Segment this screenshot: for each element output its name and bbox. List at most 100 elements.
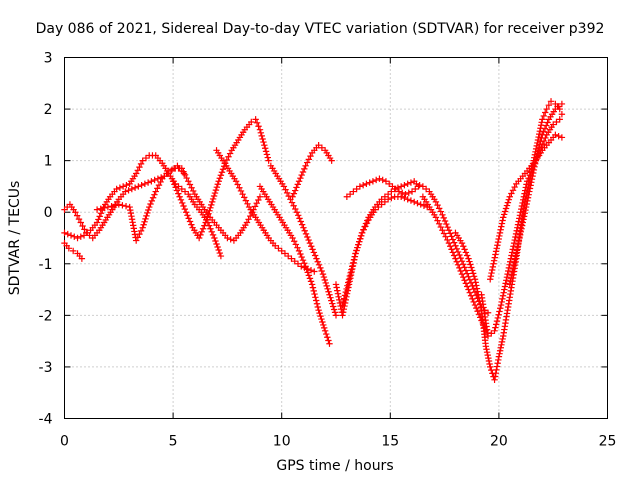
data-point-interp bbox=[469, 295, 476, 303]
data-point-interp bbox=[467, 292, 475, 299]
data-point-interp bbox=[172, 184, 179, 191]
data-point-interp bbox=[137, 227, 145, 235]
data-point-interp bbox=[522, 206, 529, 214]
data-point-interp bbox=[505, 267, 512, 275]
data-point-interp bbox=[505, 196, 513, 203]
data-point-interp bbox=[470, 273, 478, 280]
series-track-b bbox=[61, 162, 188, 242]
data-point-interp bbox=[535, 147, 542, 155]
data-point-interp bbox=[536, 130, 543, 138]
data-point-interp bbox=[212, 186, 220, 194]
series-track-g bbox=[256, 183, 333, 347]
data-point bbox=[313, 255, 320, 262]
data-point-interp bbox=[353, 185, 360, 193]
series-track-l bbox=[343, 175, 422, 200]
data-point-interp bbox=[304, 269, 311, 276]
data-point-interp bbox=[487, 272, 495, 280]
data-point-interp bbox=[171, 181, 178, 188]
data-point-interp bbox=[188, 184, 195, 191]
data-point-interp bbox=[151, 191, 158, 198]
data-point-interp bbox=[260, 138, 267, 146]
data-point bbox=[217, 252, 225, 260]
data-point-interp bbox=[401, 181, 408, 189]
data-point bbox=[332, 281, 340, 288]
data-point-interp bbox=[495, 356, 502, 364]
data-point bbox=[300, 224, 307, 231]
data-point bbox=[115, 201, 122, 208]
data-point-interp bbox=[343, 285, 350, 293]
data-point-interp bbox=[515, 237, 523, 245]
data-point-interp bbox=[523, 181, 530, 188]
data-point-interp bbox=[444, 236, 451, 244]
data-point-interp bbox=[317, 264, 324, 272]
data-point-interp bbox=[450, 252, 458, 259]
data-point-interp bbox=[293, 184, 300, 191]
data-point-interp bbox=[96, 213, 103, 220]
data-point bbox=[122, 188, 129, 195]
data-point-interp bbox=[340, 295, 348, 302]
data-point-interp bbox=[510, 262, 517, 270]
data-point-interp bbox=[449, 236, 457, 243]
data-point-interp bbox=[508, 190, 515, 197]
data-point bbox=[248, 118, 255, 126]
data-point-interp bbox=[213, 240, 220, 248]
data-point-interp bbox=[298, 221, 306, 228]
data-point-interp bbox=[262, 148, 270, 155]
y-tick-label: -2 bbox=[39, 308, 53, 324]
data-point-interp bbox=[294, 181, 301, 188]
data-point bbox=[539, 116, 546, 123]
data-point bbox=[135, 183, 142, 190]
data-point-interp bbox=[211, 189, 219, 197]
data-point-interp bbox=[543, 122, 550, 129]
data-point bbox=[291, 258, 298, 265]
data-point-interp bbox=[226, 150, 234, 157]
data-point-interp bbox=[320, 321, 327, 329]
data-point-interp bbox=[304, 233, 311, 241]
data-point-interp bbox=[511, 256, 519, 263]
data-point-interp bbox=[514, 221, 522, 228]
data-point bbox=[321, 327, 329, 335]
data-point-interp bbox=[173, 187, 181, 194]
data-point-interp bbox=[453, 258, 460, 265]
data-point-interp bbox=[142, 215, 149, 223]
data-point-interp bbox=[323, 282, 330, 290]
data-point-interp bbox=[473, 304, 480, 312]
data-point-interp bbox=[486, 360, 493, 368]
data-point-interp bbox=[496, 308, 503, 315]
data-point bbox=[211, 234, 218, 242]
data-point-interp bbox=[485, 357, 493, 365]
data-point-interp bbox=[213, 183, 221, 191]
data-point bbox=[495, 353, 503, 360]
data-point-interp bbox=[441, 217, 449, 225]
data-point bbox=[339, 312, 346, 319]
data-point-interp bbox=[283, 189, 291, 197]
data-point-interp bbox=[134, 234, 142, 241]
data-series bbox=[61, 98, 566, 384]
data-point-interp bbox=[251, 203, 259, 210]
data-point-interp bbox=[308, 243, 315, 250]
data-point-interp bbox=[536, 141, 544, 148]
data-point bbox=[526, 188, 533, 195]
data-point-interp bbox=[511, 236, 518, 244]
data-point-interp bbox=[388, 188, 395, 195]
data-point bbox=[543, 105, 550, 113]
data-point bbox=[295, 247, 303, 255]
data-point-interp bbox=[412, 185, 419, 193]
data-point-interp bbox=[247, 212, 254, 220]
data-point-interp bbox=[77, 233, 84, 240]
data-point-interp bbox=[341, 292, 349, 299]
data-point-interp bbox=[461, 277, 468, 284]
data-point bbox=[384, 190, 392, 198]
data-point-interp bbox=[310, 249, 318, 256]
data-point-interp bbox=[297, 174, 304, 182]
data-point-interp bbox=[73, 212, 81, 219]
data-point-interp bbox=[301, 260, 308, 267]
data-point-interp bbox=[310, 287, 317, 295]
data-point-interp bbox=[215, 246, 222, 254]
data-point-interp bbox=[214, 181, 221, 188]
data-point-interp bbox=[311, 252, 319, 259]
data-point-interp bbox=[512, 230, 520, 238]
data-point bbox=[326, 291, 333, 298]
